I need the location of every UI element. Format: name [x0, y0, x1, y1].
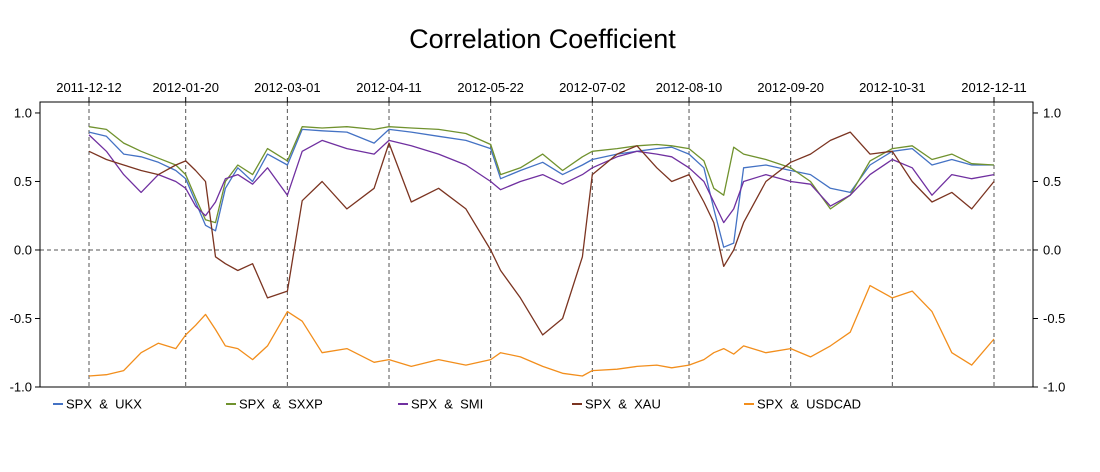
series-line-spx-xau — [88, 131, 995, 336]
plot-border — [39, 101, 1034, 388]
y-tick-label-right: -0.5 — [1043, 311, 1065, 326]
y-tick-label-right: 1.0 — [1043, 105, 1061, 120]
y-tick-label-right: 0.0 — [1043, 242, 1061, 257]
x-tick-label: 2012-10-31 — [859, 80, 926, 95]
y-tick-label-left: -1.0 — [10, 380, 32, 395]
x-tick-label: 2012-03-01 — [254, 80, 321, 95]
y-tick-label-left: 0.5 — [14, 174, 32, 189]
series-line-spx-usdcad — [88, 284, 995, 377]
x-tick-label: 2012-09-20 — [757, 80, 824, 95]
x-tick-label: 2012-12-11 — [961, 80, 1027, 95]
x-tick-label: 2011-12-12 — [56, 80, 122, 95]
series-line-spx-ukx — [88, 128, 994, 248]
legend-label-spx-xau: SPX & XAU — [585, 397, 661, 412]
series-line-spx-smi — [88, 134, 995, 224]
legend-label-spx-sxxp: SPX & SXXP — [239, 397, 323, 412]
series-layer — [88, 126, 995, 377]
chart-title: Correlation Coefficient — [409, 24, 676, 54]
legend-label-spx-usdcad: SPX & USDCAD — [757, 397, 861, 412]
legend: SPX & UKX SPX & SXXP SPX & SMI SPX & XAU SPX… — [53, 397, 861, 412]
axis-layer: 2011-12-12 2012-01-20 2012-03-01 2012-04-11… — [10, 80, 1066, 395]
y-tick-label-left: 0.0 — [14, 242, 32, 257]
legend-label-spx-ukx: SPX & UKX — [66, 397, 142, 412]
grid-layer — [40, 102, 1033, 387]
y-tick-label-right: 0.5 — [1043, 174, 1061, 189]
x-tick-label: 2012-07-02 — [559, 80, 626, 95]
legend-label-spx-smi: SPX & SMI — [411, 397, 483, 412]
x-tick-label: 2012-05-22 — [457, 80, 524, 95]
x-tick-label: 2012-08-10 — [656, 80, 723, 95]
plot-frame — [39, 101, 1034, 388]
x-tick-label: 2012-04-11 — [356, 80, 422, 95]
y-tick-label-left: 1.0 — [14, 105, 32, 120]
y-tick-label-left: -0.5 — [10, 311, 32, 326]
y-tick-label-right: -1.0 — [1043, 380, 1065, 395]
x-tick-label: 2012-01-20 — [152, 80, 219, 95]
